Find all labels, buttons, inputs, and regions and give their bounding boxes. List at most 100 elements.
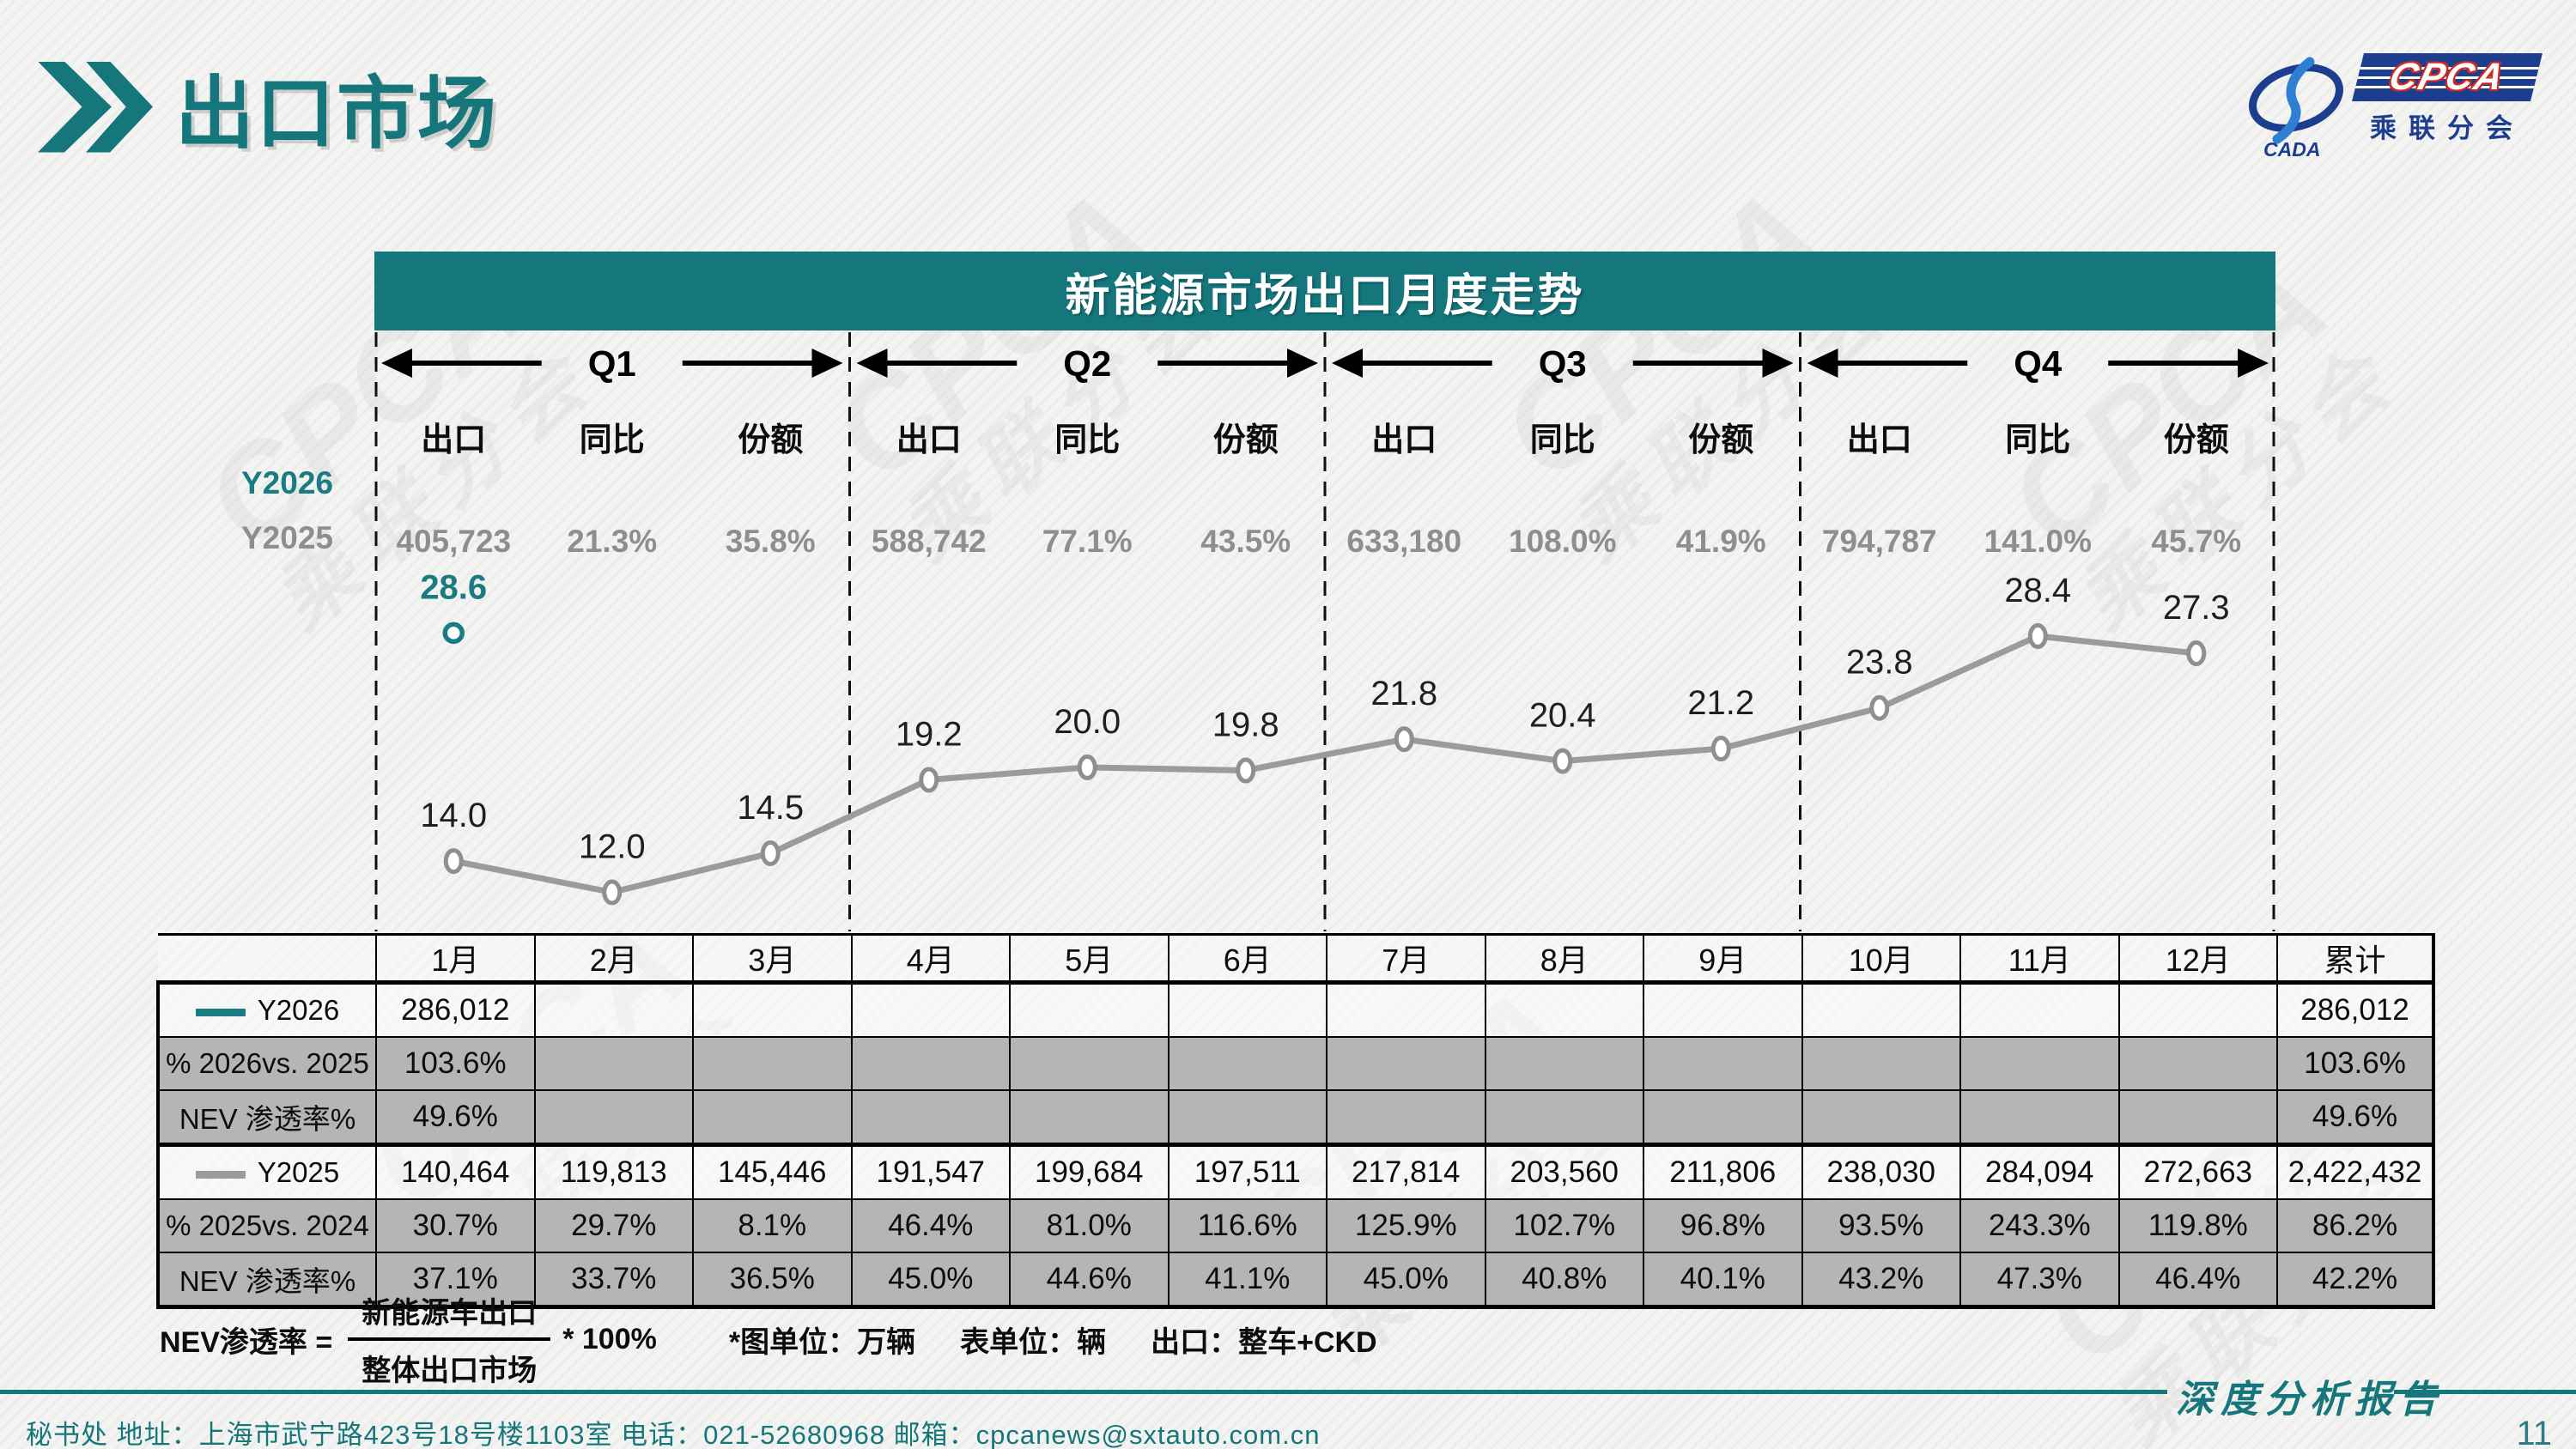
arrow-left-icon — [381, 349, 412, 378]
table-cell — [692, 981, 853, 1038]
arrow-left-icon — [1807, 349, 1838, 378]
table-cell — [533, 981, 694, 1038]
table-cell: 211,806 — [1643, 1143, 1803, 1200]
table-cell: 29.7% — [533, 1198, 694, 1253]
column-header: 出口 — [1371, 422, 1437, 458]
table-cell: 46.4% — [2117, 1252, 2278, 1309]
arrow-left-icon — [1332, 349, 1363, 378]
data-label-y2025: 19.2 — [896, 715, 963, 753]
page-number: 11 — [2516, 1415, 2552, 1449]
data-point-y2026 — [442, 621, 465, 645]
row-label: NEV 渗透率% — [156, 1252, 377, 1309]
arrow-right-icon — [1762, 349, 1794, 378]
data-label-y2025: 20.0 — [1054, 703, 1121, 741]
chart-unit-note: *图单位：万辆 — [728, 1325, 916, 1359]
table-cell: 102.7% — [1484, 1198, 1644, 1253]
nev-penetration-formula: NEV渗透率 = 新能源车出口 整体出口市场 * 100% *图单位：万辆 表单… — [160, 1289, 1377, 1389]
table-cell — [1484, 1089, 1644, 1146]
quarter-value: 588,742 — [872, 524, 987, 559]
month-header: 8月 — [1484, 933, 1644, 985]
quarter-value: 41.9% — [1676, 524, 1766, 559]
table-cell — [1484, 1036, 1644, 1091]
legend-line-icon — [195, 1008, 246, 1016]
month-header: 2月 — [533, 933, 694, 985]
table-cell: 116.6% — [1167, 1198, 1327, 1253]
table-cell — [2117, 981, 2278, 1038]
table-cell — [850, 1089, 1011, 1146]
table-cell — [2117, 1036, 2278, 1091]
table-header-row: 1月 2月 3月 4月 5月 6月 7月 8月 9月 10月 11月 12月 累计 — [158, 933, 2435, 985]
cada-wordmark: CADA — [2263, 138, 2320, 161]
table-row: Y2025 140,464 119,813 145,446 191,547 199,684… — [156, 1143, 2435, 1200]
footer-rule — [2394, 1390, 2576, 1394]
table-cell — [1009, 981, 1170, 1038]
quarter-value: 35.8% — [726, 524, 816, 559]
table-cell: 8.1% — [692, 1198, 853, 1253]
column-header: 同比 — [580, 422, 645, 458]
month-header: 6月 — [1167, 933, 1327, 985]
table-row: NEV 渗透率% 37.1% 33.7% 36.5% 45.0% 44.6% 41.1% 45… — [156, 1252, 2435, 1309]
month-header: 7月 — [1326, 933, 1486, 985]
row-label: Y2026 — [156, 981, 377, 1038]
table-cell — [2117, 1089, 2278, 1146]
data-point-y2025 — [919, 767, 939, 793]
quarter-value: 405,723 — [396, 524, 511, 559]
data-label-y2025: 20.4 — [1529, 697, 1596, 735]
data-point-y2025 — [2027, 623, 2048, 650]
month-header: 10月 — [1801, 933, 1961, 985]
cpca-wordmark: CPCA — [2385, 56, 2510, 98]
data-point-y2025 — [443, 848, 464, 875]
quarter-label: Q3 — [1539, 343, 1587, 384]
data-label-y2026: 28.6 — [420, 568, 487, 606]
table-cell: 30.7% — [375, 1198, 536, 1253]
table-cell: 41.1% — [1167, 1252, 1327, 1309]
table-cell — [1167, 1036, 1327, 1091]
table-cell — [692, 1036, 853, 1091]
table-cell: 203,560 — [1484, 1143, 1644, 1200]
table-cell: 140,464 — [375, 1143, 536, 1200]
export-scope-note: 出口：整车+CKD — [1151, 1325, 1377, 1359]
data-table: 1月 2月 3月 4月 5月 6月 7月 8月 9月 10月 11月 12月 累计 Y2026 286,01… — [156, 933, 2435, 1309]
table-cell — [1801, 1036, 1961, 1091]
column-header: 同比 — [1054, 422, 1120, 458]
formula-multiplier: * 100% — [562, 1322, 657, 1355]
formula-numerator: 新能源车出口 — [361, 1297, 538, 1330]
cpca-wordmark-box: CPCA — [2352, 53, 2543, 101]
table-cell: 33.7% — [533, 1252, 694, 1309]
table-row: Y2026 286,012 286,012 — [156, 981, 2435, 1038]
data-label-y2025: 21.2 — [1687, 684, 1754, 722]
row-label: Y2025 — [156, 1143, 377, 1200]
data-point-y2025 — [760, 840, 781, 866]
table-cell: 45.0% — [1326, 1252, 1486, 1309]
table-cell — [1959, 1036, 2120, 1091]
table-cell — [1484, 981, 1644, 1038]
formula-lhs: NEV渗透率 = — [160, 1325, 333, 1359]
cpca-logo: CADA CPCA 乘联分会 — [2243, 53, 2543, 163]
table-cell — [850, 1036, 1011, 1091]
table-corner-blank — [158, 933, 376, 985]
series-line-y2025 — [450, 633, 2200, 895]
data-point-y2025 — [1394, 726, 1414, 753]
month-header: 12月 — [2117, 933, 2278, 985]
month-header: 11月 — [1959, 933, 2120, 985]
table-cell — [1009, 1089, 1170, 1146]
table-cell: 42.2% — [2276, 1252, 2435, 1309]
data-label-y2025: 21.8 — [1370, 675, 1437, 712]
data-point-y2025 — [1869, 694, 1890, 721]
arrow-right-icon — [2238, 349, 2269, 378]
arrow-right-icon — [811, 349, 843, 378]
data-point-y2025 — [1710, 736, 1731, 762]
quarter-value: 794,787 — [1822, 524, 1937, 559]
table-cell: 119,813 — [533, 1143, 694, 1200]
table-cell — [1801, 1089, 1961, 1146]
table-cell — [1643, 1036, 1803, 1091]
table-cell — [533, 1089, 694, 1146]
page-title: 出口市场 — [175, 70, 499, 158]
table-cell — [533, 1036, 694, 1091]
table-row: % 2025vs. 2024 30.7% 29.7% 8.1% 46.4% 81.0% 11… — [156, 1198, 2435, 1253]
chart-banner: 新能源市场出口月度走势 — [374, 252, 2275, 330]
month-header: 9月 — [1643, 933, 1803, 985]
table-cell — [1326, 1036, 1486, 1091]
row-label: NEV 渗透率% — [156, 1089, 377, 1146]
column-header: 份额 — [1213, 422, 1279, 458]
